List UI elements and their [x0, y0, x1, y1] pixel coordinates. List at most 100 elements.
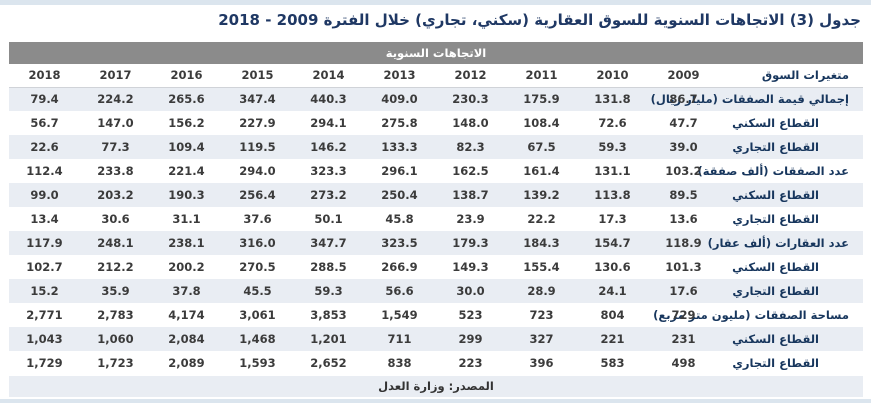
cell-value: 86.7: [669, 92, 698, 107]
row-label: القطاع السكني: [732, 260, 819, 274]
cell-value: 316.0: [239, 236, 276, 250]
year-header-row: متغيرات السوق 2009 2010 2011 2012 2013 2014 201…: [9, 64, 863, 87]
cell-value: 56.7: [30, 116, 59, 130]
row-label: عدد الصفقات (ألف صفقة): [697, 164, 849, 178]
top-accent-strip: [0, 0, 871, 5]
cell-value: 2,084: [168, 332, 205, 346]
cell-value: 147.0: [97, 116, 134, 130]
cell-value: 118.9: [665, 236, 702, 250]
table-row: مساحة الصفقات (مليون متر مربع) 729 804 723 5…: [9, 303, 863, 327]
cell-value: 224.2: [97, 92, 134, 107]
cell-value: 130.6: [594, 260, 631, 274]
year-header-2017: 2017: [99, 68, 132, 83]
table-row: عدد الصفقات (ألف صفقة) 103.2 131.1 161.4 162…: [9, 159, 863, 183]
market-variables-header: متغيرات السوق: [761, 68, 849, 83]
cell-value: 149.3: [452, 260, 489, 274]
cell-value: 1,549: [381, 308, 418, 322]
cell-value: 179.3: [452, 236, 489, 250]
cell-value: 1,729: [26, 356, 63, 370]
cell-value: 2,652: [310, 356, 347, 370]
cell-value: 17.6: [669, 284, 698, 298]
cell-value: 4,174: [168, 308, 205, 322]
cell-value: 1,043: [26, 332, 63, 346]
cell-value: 82.3: [456, 140, 485, 154]
cell-value: 1,060: [97, 332, 134, 346]
year-header-2012: 2012: [454, 68, 487, 83]
source-footer: المصدر: وزارة العدل: [9, 376, 863, 397]
cell-value: 2,771: [26, 308, 63, 322]
cell-value: 30.0: [456, 284, 485, 298]
cell-value: 190.3: [168, 188, 205, 202]
cell-value: 2,783: [97, 308, 134, 322]
cell-value: 804: [600, 308, 625, 322]
year-header-2018: 2018: [28, 68, 61, 83]
cell-value: 56.6: [385, 284, 414, 298]
cell-value: 67.5: [527, 140, 556, 154]
cell-value: 838: [387, 356, 412, 370]
cell-value: 227.9: [239, 116, 276, 130]
cell-value: 294.1: [310, 116, 347, 130]
cell-value: 13.6: [669, 212, 698, 226]
cell-value: 131.1: [594, 164, 631, 178]
cell-value: 200.2: [168, 260, 205, 274]
cell-value: 409.0: [381, 92, 418, 107]
cell-value: 138.7: [452, 188, 489, 202]
cell-value: 35.9: [101, 284, 130, 298]
table-row: القطاع التجاري 17.6 24.1 28.9 30.0 56.6 59.3 45…: [9, 279, 863, 303]
year-header-2016: 2016: [170, 68, 203, 83]
cell-value: 45.8: [385, 212, 414, 226]
cell-value: 77.3: [101, 140, 130, 154]
cell-value: 323.3: [310, 164, 347, 178]
cell-value: 238.1: [168, 236, 205, 250]
cell-value: 47.7: [669, 116, 698, 130]
row-label: القطاع التجاري: [732, 140, 819, 154]
cell-value: 39.0: [669, 140, 698, 154]
cell-value: 323.5: [381, 236, 418, 250]
year-header-2011: 2011: [525, 68, 558, 83]
cell-value: 79.4: [30, 92, 59, 107]
row-label: مساحة الصفقات (مليون متر مربع): [653, 308, 849, 322]
cell-value: 265.6: [168, 92, 205, 107]
cell-value: 288.5: [310, 260, 347, 274]
table-body: إجمالي قيمة الصفقات (مليار ريال) 86.7 131.…: [9, 87, 863, 375]
cell-value: 17.3: [598, 212, 627, 226]
cell-value: 250.4: [381, 188, 418, 202]
cell-value: 221.4: [168, 164, 205, 178]
cell-value: 59.3: [598, 140, 627, 154]
row-label: القطاع التجاري: [732, 212, 819, 226]
cell-value: 275.8: [381, 116, 418, 130]
year-header-2013: 2013: [383, 68, 416, 83]
cell-value: 266.9: [381, 260, 418, 274]
page-title: جدول (3) الاتجاهات السنوية للسوق العقاري…: [218, 11, 861, 29]
cell-value: 1,593: [239, 356, 276, 370]
cell-value: 3,853: [310, 308, 347, 322]
cell-value: 175.9: [523, 92, 560, 107]
cell-value: 299: [458, 332, 483, 346]
cell-value: 230.3: [452, 92, 489, 107]
cell-value: 109.4: [168, 140, 205, 154]
cell-value: 1,201: [310, 332, 347, 346]
cell-value: 347.4: [239, 92, 276, 107]
table-row: القطاع التجاري 39.0 59.3 67.5 82.3 133.3 146.2…: [9, 135, 863, 159]
year-header-2014: 2014: [312, 68, 345, 83]
cell-value: 59.3: [314, 284, 343, 298]
table-row: القطاع السكني 89.5 113.8 139.2 138.7 250.4 273…: [9, 183, 863, 207]
cell-value: 273.2: [310, 188, 347, 202]
cell-value: 133.3: [381, 140, 418, 154]
table-header: متغيرات السوق 2009 2010 2011 2012 2013 2014 201…: [9, 64, 863, 87]
cell-value: 3,061: [239, 308, 276, 322]
cell-value: 711: [387, 332, 412, 346]
row-label: القطاع التجاري: [732, 284, 819, 298]
table-band-header: الاتجاهات السنوية: [9, 42, 863, 64]
cell-value: 184.3: [523, 236, 560, 250]
table-row: القطاع التجاري 13.6 17.3 22.2 23.9 45.8 50.1 37…: [9, 207, 863, 231]
row-label: القطاع السكني: [732, 188, 819, 202]
cell-value: 231: [671, 332, 696, 346]
cell-value: 22.6: [30, 140, 59, 154]
cell-value: 161.4: [523, 164, 560, 178]
cell-value: 154.7: [594, 236, 631, 250]
cell-value: 102.7: [26, 260, 63, 274]
cell-value: 2,089: [168, 356, 205, 370]
cell-value: 347.7: [310, 236, 347, 250]
